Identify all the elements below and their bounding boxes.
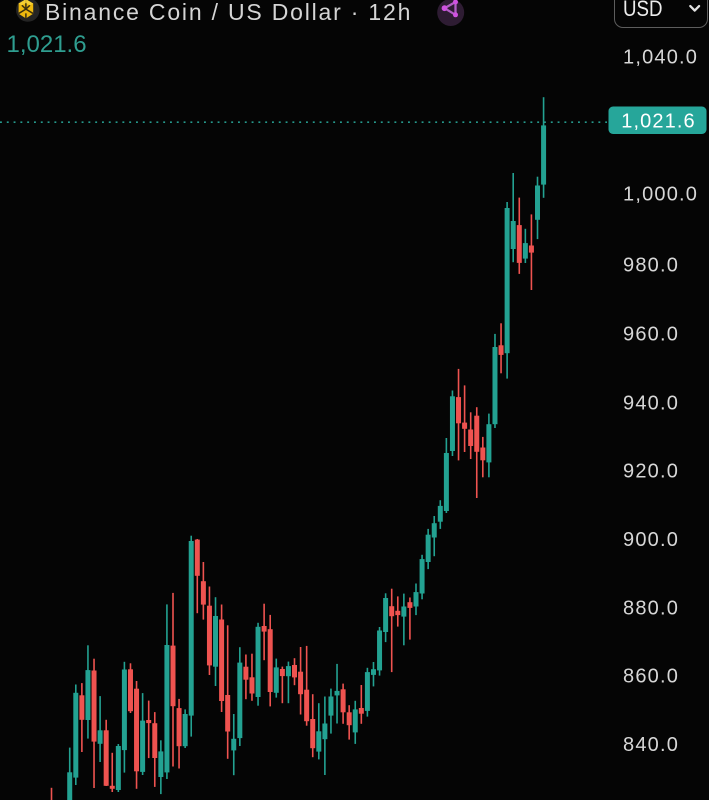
- svg-text:920.0: 920.0: [623, 460, 679, 482]
- svg-text:960.0: 960.0: [623, 323, 679, 345]
- svg-text:840.0: 840.0: [623, 734, 679, 756]
- svg-text:860.0: 860.0: [623, 666, 679, 688]
- svg-text:880.0: 880.0: [623, 597, 679, 619]
- svg-text:940.0: 940.0: [623, 392, 679, 414]
- svg-text:900.0: 900.0: [623, 529, 679, 551]
- svg-text:980.0: 980.0: [623, 254, 679, 276]
- svg-text:1,000.0: 1,000.0: [623, 184, 698, 206]
- svg-text:1,021.6: 1,021.6: [621, 110, 695, 132]
- svg-text:1,040.0: 1,040.0: [623, 46, 698, 68]
